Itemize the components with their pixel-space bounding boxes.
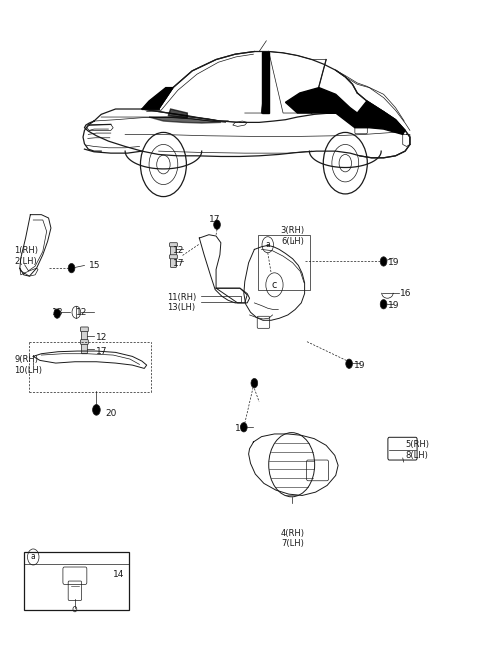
Text: 19: 19 [235,424,247,433]
Text: 1(RH)
2(LH): 1(RH) 2(LH) [14,247,38,266]
Text: 16: 16 [400,289,412,298]
Circle shape [251,379,258,388]
FancyBboxPatch shape [170,244,176,255]
Polygon shape [286,88,357,115]
Circle shape [68,263,75,273]
Bar [24,551,129,610]
Text: 18: 18 [52,308,64,317]
Text: 19: 19 [388,259,400,267]
Text: 3(RH)
6(LH): 3(RH) 6(LH) [281,226,305,246]
FancyBboxPatch shape [81,340,88,344]
Text: c: c [272,280,277,290]
FancyBboxPatch shape [82,342,87,354]
Text: 12: 12 [96,332,108,342]
Circle shape [240,423,247,432]
Text: 17: 17 [96,346,108,356]
Polygon shape [326,101,405,135]
Text: a: a [31,553,36,561]
Bar [258,234,310,289]
Circle shape [93,405,100,415]
Polygon shape [262,52,269,113]
Text: 12: 12 [76,308,88,317]
Text: 15: 15 [89,261,101,270]
Text: 4(RH)
7(LH): 4(RH) 7(LH) [281,529,305,548]
Text: a: a [265,241,270,249]
FancyBboxPatch shape [82,329,87,341]
Text: 20: 20 [105,409,117,417]
FancyBboxPatch shape [169,255,177,259]
Text: 17: 17 [209,216,220,224]
Circle shape [54,309,60,318]
Text: 9(RH)
10(LH): 9(RH) 10(LH) [14,355,42,375]
Text: 19: 19 [354,360,365,370]
Text: 11(RH)
13(LH): 11(RH) 13(LH) [167,293,196,312]
FancyBboxPatch shape [170,256,176,267]
Text: 19: 19 [388,301,400,310]
Text: 5(RH)
8(LH): 5(RH) 8(LH) [405,440,429,460]
Circle shape [380,299,387,309]
Circle shape [214,220,220,229]
Circle shape [346,359,352,368]
Polygon shape [142,88,173,109]
Polygon shape [149,117,221,123]
Circle shape [380,257,387,266]
Text: 14: 14 [113,570,124,579]
Polygon shape [168,109,187,118]
FancyBboxPatch shape [81,327,88,332]
Text: 12: 12 [173,247,184,255]
Text: 17: 17 [173,259,184,268]
FancyBboxPatch shape [169,243,177,247]
